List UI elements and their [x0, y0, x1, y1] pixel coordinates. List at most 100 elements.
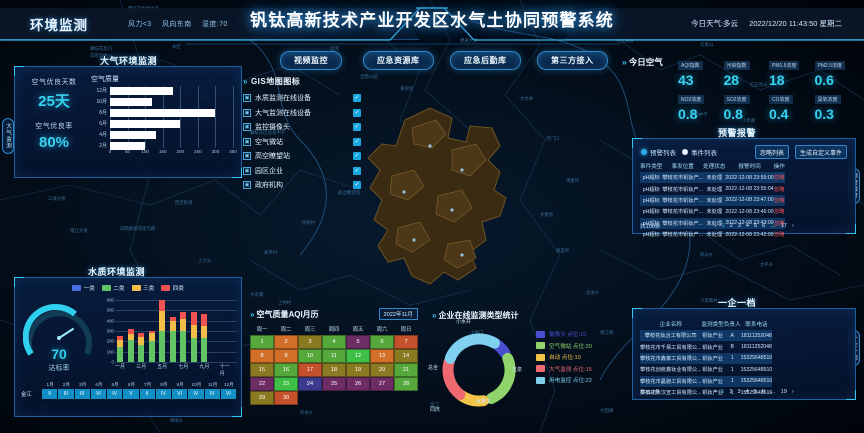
calendar-day[interactable]: 1: [250, 335, 274, 349]
page-number[interactable]: 2: [729, 223, 733, 229]
table-row[interactable]: 攀枝花市鑫泰工贸有限公... 钒钛产业 1 15325648510: [640, 352, 773, 365]
nav-button-emergency-resources[interactable]: 应急资源库: [363, 51, 434, 70]
event-action[interactable]: 忽略: [773, 194, 785, 207]
nav-button-emergency-logistics[interactable]: 应急后勤库: [450, 51, 521, 70]
gis-layer-item[interactable]: ▣ 监控摄像头 ✓: [243, 120, 361, 135]
table-row[interactable]: pH超标 攀枝花市钒钛产... 未处理 2022-12-08 23:55:04 忽略: [640, 183, 785, 194]
event-action[interactable]: 忽略: [773, 172, 785, 184]
page-number[interactable]: 1: [721, 389, 725, 395]
table-row[interactable]: pH超标 攀枝花市钒钛产... 未处理 2022-12-08 23:42:00 忽略: [640, 229, 785, 240]
page-number[interactable]: 4: [745, 223, 749, 229]
checkbox-icon[interactable]: ✓: [353, 152, 361, 161]
create-custom-event-button[interactable]: 生成自定义事件: [794, 145, 847, 159]
event-action[interactable]: 忽略: [774, 186, 785, 193]
legend-item[interactable]: 大气监测 点位:15: [536, 365, 592, 373]
page-number[interactable]: 1: [721, 223, 725, 229]
page-number[interactable]: 19: [780, 389, 787, 395]
radio-event-list[interactable]: 事件列表: [682, 147, 717, 157]
radio-warning-list[interactable]: 预警列表: [641, 147, 676, 157]
calendar-day[interactable]: 10: [298, 349, 322, 363]
legend-item[interactable]: 四类: [161, 284, 184, 292]
table-row[interactable]: pH超标 攀枝花市钒钛产... 未处理 2022-12-08 23:59:00 忽略: [640, 172, 785, 184]
page-number[interactable]: 3: [737, 389, 741, 395]
table-row[interactable]: pH超标 攀枝花市钒钛产... 未处理 2022-12-08 23:46:00 忽略: [640, 206, 785, 217]
gis-layer-item[interactable]: ▣ 大气监测在线设备 ✓: [243, 106, 361, 121]
company-page-list[interactable]: ‹ 1 2 3 4 5 6 … 19 ›: [714, 389, 793, 395]
calendar-day[interactable]: 27: [370, 377, 394, 391]
page-number[interactable]: …: [770, 223, 776, 229]
calendar-month-select[interactable]: 2022年11月: [378, 308, 418, 320]
warning-page-list[interactable]: ‹ 1 2 3 4 5 6 … 17 ›: [715, 223, 794, 229]
gis-layer-item[interactable]: ▣ 高空瞭望站 ✓: [243, 149, 361, 164]
event-action[interactable]: 忽略: [773, 217, 785, 229]
table-row[interactable]: 攀枝花钛冶工有限公司 钒钛产业 A 18111252048: [640, 330, 773, 342]
calendar-day[interactable]: 26: [346, 377, 370, 391]
checkbox-icon[interactable]: ✓: [353, 94, 361, 103]
checkbox-icon[interactable]: ✓: [353, 181, 361, 190]
page-number[interactable]: 2: [729, 389, 733, 395]
calendar-day[interactable]: 28: [394, 377, 418, 391]
legend-item[interactable]: 自动 点位:10: [536, 353, 592, 361]
page-next[interactable]: ›: [792, 223, 794, 229]
table-row[interactable]: 攀枝花创疫鑫钛业有限公... 钒钛产业 1 15325648510: [640, 364, 772, 375]
calendar-day[interactable]: 9: [274, 349, 298, 363]
legend-item[interactable]: 摄像头 点位:10: [536, 330, 592, 338]
gis-layer-item[interactable]: ▣ 政府机构 ✓: [243, 178, 361, 193]
calendar-day[interactable]: 23: [274, 377, 298, 391]
nav-button-video-monitor[interactable]: 视频监控: [280, 51, 342, 70]
checkbox-icon[interactable]: ✓: [353, 123, 361, 132]
calendar-day[interactable]: 3: [298, 335, 322, 349]
calendar-day[interactable]: 22: [250, 377, 274, 391]
checkbox-icon[interactable]: ✓: [353, 137, 361, 146]
calendar-day[interactable]: 8: [250, 349, 274, 363]
legend-item[interactable]: 空气微站 点位:20: [536, 342, 592, 350]
nav-button-third-party[interactable]: 第三方接入: [537, 51, 608, 70]
page-number[interactable]: 5: [753, 389, 757, 395]
page-prev[interactable]: ‹: [714, 223, 717, 229]
ignore-list-button[interactable]: 忽略列表: [754, 145, 789, 159]
page-number[interactable]: …: [770, 389, 776, 395]
calendar-day[interactable]: 11: [322, 349, 346, 363]
calendar-day[interactable]: 5: [346, 335, 370, 349]
checkbox-icon[interactable]: ✓: [353, 108, 361, 117]
calendar-day[interactable]: 17: [298, 363, 322, 377]
calendar-day[interactable]: 13: [370, 349, 394, 363]
page-number[interactable]: 3: [737, 223, 741, 229]
calendar-day[interactable]: 24: [298, 377, 322, 391]
page-number[interactable]: 5: [753, 223, 758, 229]
event-action[interactable]: 忽略: [774, 209, 785, 216]
calendar-day[interactable]: 4: [322, 335, 346, 349]
calendar-day[interactable]: 19: [346, 363, 370, 377]
table-row[interactable]: pH超标 攀枝花市钒钛产... 未处理 2022-12-08 23:47:00 忽略: [640, 194, 785, 207]
calendar-day[interactable]: 14: [394, 349, 418, 363]
page-next[interactable]: ›: [791, 389, 794, 395]
calendar-day[interactable]: 2: [274, 335, 298, 349]
table-row[interactable]: 攀枝花市晶驰工贸有限公... 钒钛产业 1 15325648510: [640, 375, 773, 387]
page-number[interactable]: 17: [780, 223, 788, 229]
gis-layer-item[interactable]: ▣ 空气微站 ✓: [243, 135, 361, 150]
checkbox-icon[interactable]: ✓: [353, 166, 361, 175]
legend-item[interactable]: 一类: [72, 284, 95, 292]
page-number[interactable]: 6: [762, 223, 766, 229]
calendar-day[interactable]: 25: [322, 377, 346, 391]
side-tab-atmosphere[interactable]: 大气监测: [2, 118, 14, 155]
table-row[interactable]: 攀枝花市千易工贸有限公... 钒钛产业 B 18111252048: [640, 341, 772, 352]
legend-item[interactable]: 二类: [101, 284, 125, 292]
legend-item[interactable]: 用电监控 点位:22: [536, 376, 592, 384]
calendar-day[interactable]: 20: [370, 363, 394, 377]
gis-layer-item[interactable]: ▣ 园区企业 ✓: [243, 164, 361, 179]
calendar-day[interactable]: 7: [394, 335, 418, 349]
page-number[interactable]: 6: [761, 389, 766, 395]
calendar-day[interactable]: 15: [250, 363, 274, 377]
page-number[interactable]: 4: [745, 389, 749, 395]
legend-item[interactable]: 三类: [131, 284, 154, 292]
calendar-day[interactable]: 6: [370, 335, 394, 349]
calendar-day[interactable]: 18: [322, 363, 346, 377]
page-prev[interactable]: ‹: [714, 389, 717, 395]
event-action[interactable]: 忽略: [774, 232, 785, 239]
calendar-day[interactable]: 29: [250, 391, 274, 405]
calendar-day[interactable]: 30: [274, 391, 298, 405]
gis-layer-item[interactable]: ▣ 水质监测在线设备 ✓: [243, 91, 361, 106]
table-row[interactable]: 攀枝花市汉宣工贸有限公... 钒钛产业 1 15325648510: [640, 387, 772, 398]
table-row[interactable]: pH超标 攀枝花市钒钛产... 未处理 2022-12-08 23:43:00 忽略: [640, 217, 785, 229]
